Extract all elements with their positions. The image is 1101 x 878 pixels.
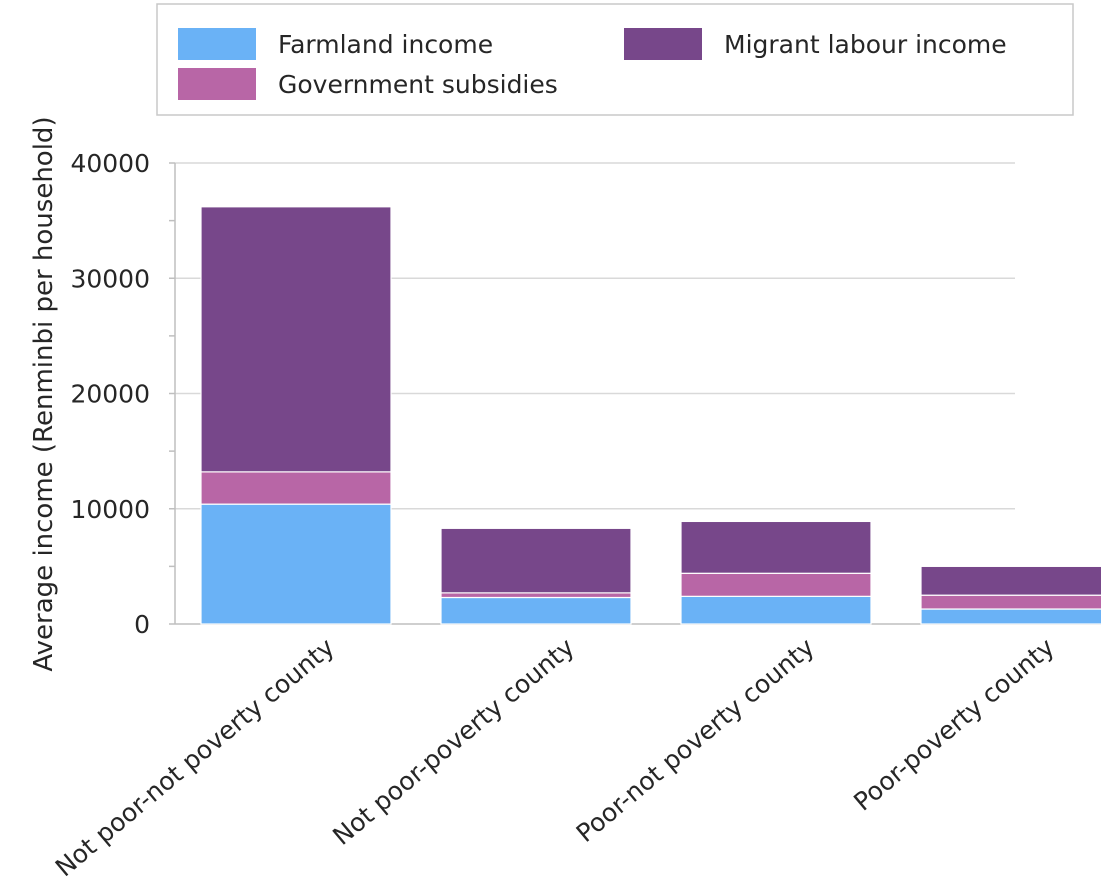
bar-government-subsidies-poor-not-poverty-county [680,572,872,597]
legend-label-farmland-income: Farmland income [278,30,493,59]
legend-swatch-farmland-income [178,28,256,60]
bar-stack-poor-poverty-county [920,565,1101,625]
bar-farmland-income-poor-poverty-county [920,608,1101,625]
bar-government-subsidies-poor-poverty-county [920,594,1101,610]
y-axis: 0 10000 20000 30000 40000 [70,149,1101,639]
legend-frame [156,3,1074,116]
legend: Farmland income Migrant labour income Gove… [156,3,1074,116]
bar-government-subsidies-not-poor-poverty-county [440,592,632,599]
bar-government-subsidies-not-poor-not-poverty-county [200,471,392,505]
legend-swatch-government-subsidies [178,68,256,100]
bar-migrant-labour-income-not-poor-poverty-county [440,527,632,594]
y-tick-label-0: 0 [134,610,150,639]
x-tick-label-not-poor-poverty-county: Not poor-poverty county [327,632,580,851]
bar-stack-not-poor-not-poverty-county [200,206,392,625]
y-tick-label-20000: 20000 [70,380,150,409]
x-tick-label-not-poor-not-poverty-county: Not poor-not poverty county [50,632,340,878]
bar-migrant-labour-income-poor-not-poverty-county [680,520,872,574]
bar-stack-poor-not-poverty-county [680,520,872,625]
y-tick-label-40000: 40000 [70,149,150,178]
legend-label-migrant-labour-income: Migrant labour income [724,30,1007,59]
y-tick-label-30000: 30000 [70,264,150,293]
bar-migrant-labour-income-not-poor-not-poverty-county [200,206,392,473]
bars [200,206,1101,625]
legend-swatch-migrant-labour-income [624,28,702,60]
legend-label-government-subsidies: Government subsidies [278,70,558,99]
bar-farmland-income-not-poor-poverty-county [440,596,632,625]
y-axis-label: Average income (Renminbi per household) [29,116,59,671]
bar-farmland-income-poor-not-poverty-county [680,595,872,625]
bar-stack-not-poor-poverty-county [440,527,632,625]
bar-farmland-income-not-poor-not-poverty-county [200,503,392,625]
x-tick-label-poor-not-poverty-county: Poor-not poverty county [571,632,820,848]
bar-migrant-labour-income-poor-poverty-county [920,565,1101,596]
y-tick-label-10000: 10000 [70,495,150,524]
x-tick-label-poor-poverty-county: Poor-poverty county [848,632,1060,816]
